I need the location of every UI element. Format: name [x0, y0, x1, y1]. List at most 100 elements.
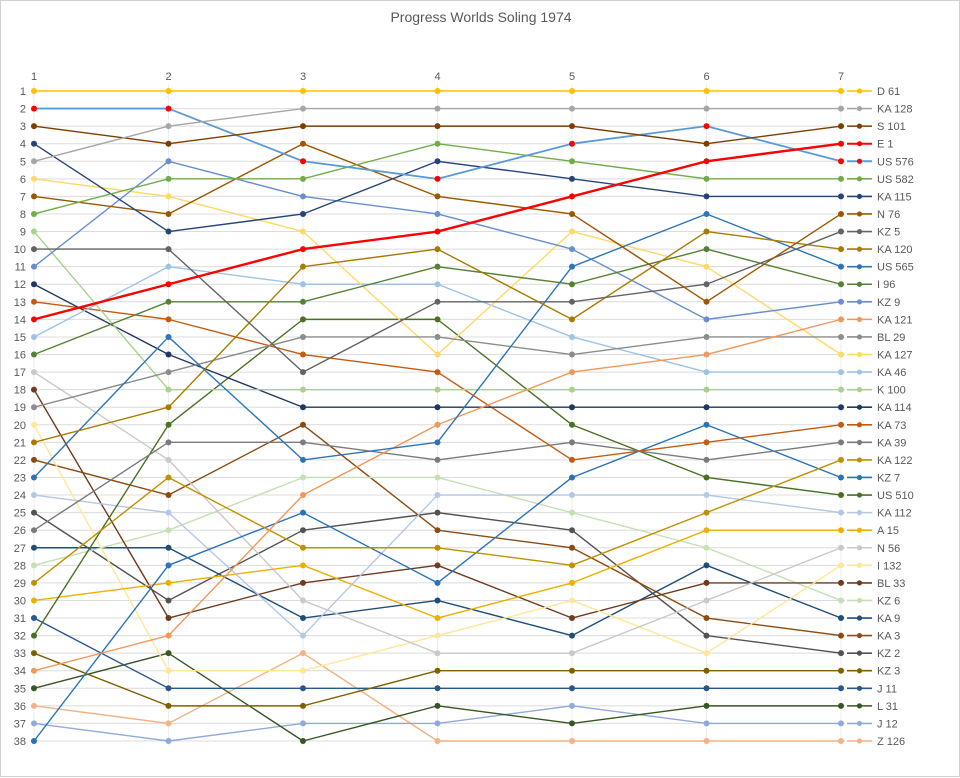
- data-point: [569, 351, 575, 358]
- data-point: [31, 509, 37, 516]
- y-tick-label: 14: [14, 314, 26, 326]
- data-point: [434, 351, 441, 358]
- legend-item-kz-2: KZ 2: [847, 648, 900, 660]
- legend-label: KA 127: [877, 350, 912, 362]
- legend-label: KA 114: [877, 402, 912, 414]
- data-point: [300, 386, 306, 393]
- series-j-11: [31, 615, 844, 692]
- legend-label: J 11: [877, 683, 897, 695]
- data-point: [31, 246, 37, 253]
- data-point: [165, 421, 172, 428]
- data-point: [31, 369, 37, 376]
- data-point: [703, 316, 710, 323]
- data-point: [703, 527, 710, 534]
- data-point: [838, 246, 844, 253]
- y-tick-label: 5: [20, 156, 26, 168]
- data-point: [434, 632, 441, 639]
- x-tick-label: 3: [300, 71, 306, 83]
- data-point: [165, 210, 172, 217]
- series-ka-46: [31, 263, 844, 376]
- data-point: [434, 439, 441, 446]
- legend-swatch-marker: [856, 597, 863, 604]
- data-point: [838, 702, 844, 709]
- y-tick-label: 2: [20, 104, 26, 116]
- data-point: [165, 685, 172, 692]
- legend-swatch-marker: [856, 141, 863, 147]
- series-j-12: [31, 702, 844, 744]
- legend-label: KA 39: [877, 437, 906, 449]
- legend-swatch-marker: [856, 387, 863, 393]
- legend-label: BL 29: [877, 332, 905, 344]
- data-point: [300, 228, 306, 235]
- data-point: [165, 228, 172, 235]
- y-tick-label: 10: [14, 244, 26, 256]
- data-point: [31, 210, 37, 217]
- data-point: [300, 597, 306, 604]
- legend-label: US 565: [877, 262, 914, 274]
- data-point: [31, 597, 37, 604]
- legend-label: KA 112: [877, 508, 912, 520]
- legend-label: KA 73: [877, 420, 906, 432]
- data-point: [569, 685, 575, 692]
- data-point: [31, 474, 37, 481]
- data-point: [31, 650, 37, 657]
- data-point: [300, 88, 306, 94]
- data-point: [434, 562, 441, 569]
- data-point: [300, 210, 306, 217]
- data-point: [703, 281, 710, 288]
- data-point: [300, 615, 306, 622]
- data-point: [31, 702, 37, 709]
- data-point: [434, 228, 441, 235]
- series-l-31: [31, 650, 844, 744]
- data-point: [703, 509, 710, 516]
- legend-label: KZ 2: [877, 648, 900, 660]
- data-point: [703, 615, 710, 622]
- data-point: [300, 175, 306, 182]
- data-point: [838, 615, 844, 622]
- legend-label: N 56: [877, 543, 900, 555]
- data-point: [838, 439, 844, 446]
- legend-swatch-marker: [856, 545, 863, 551]
- legend-swatch-marker: [856, 457, 863, 463]
- data-point: [165, 650, 172, 657]
- series-kz-7: [31, 421, 844, 744]
- data-point: [165, 474, 172, 481]
- data-point: [300, 351, 306, 358]
- y-tick-label: 25: [14, 508, 26, 520]
- series-ka-112: [31, 492, 844, 639]
- data-point: [300, 369, 306, 376]
- data-point: [434, 263, 441, 270]
- data-point: [31, 263, 37, 270]
- data-point: [838, 632, 844, 639]
- data-point: [703, 720, 710, 727]
- data-point: [165, 439, 172, 446]
- legend-label: L 31: [877, 701, 898, 713]
- data-point: [300, 123, 306, 130]
- data-point: [569, 421, 575, 428]
- data-point: [165, 158, 172, 165]
- data-point: [165, 720, 172, 727]
- legend-swatch-marker: [856, 474, 863, 481]
- data-point: [434, 386, 441, 393]
- data-point: [703, 421, 710, 428]
- data-point: [300, 544, 306, 551]
- data-point: [31, 667, 37, 674]
- data-point: [165, 369, 172, 376]
- legend-swatch-marker: [856, 369, 863, 375]
- y-tick-label: 9: [20, 227, 26, 239]
- legend-item-ka-127: KA 127: [847, 350, 912, 362]
- legend-swatch-marker: [856, 281, 863, 287]
- data-point: [838, 333, 844, 340]
- chart-title: Progress Worlds Soling 1974: [390, 9, 572, 25]
- data-point: [703, 105, 710, 112]
- data-point: [569, 316, 575, 323]
- data-point: [838, 369, 844, 376]
- y-tick-label: 23: [14, 472, 26, 484]
- data-point: [165, 492, 172, 499]
- data-point: [300, 509, 306, 516]
- y-tick-label: 36: [14, 701, 26, 713]
- data-point: [31, 562, 37, 569]
- data-point: [434, 720, 441, 727]
- data-point: [703, 404, 710, 411]
- data-point: [300, 298, 306, 305]
